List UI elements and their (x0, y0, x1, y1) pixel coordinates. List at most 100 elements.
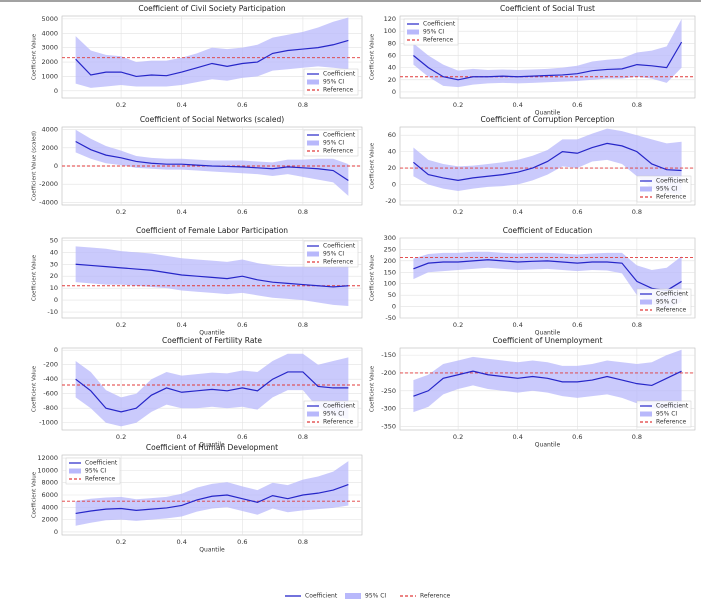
ci-band (413, 251, 682, 309)
legend-swatch (640, 411, 652, 417)
y-tick-label: 40 (388, 64, 396, 72)
y-tick-label: 20 (388, 164, 396, 172)
y-tick-label: 300 (384, 234, 396, 242)
coefficient-line (413, 370, 682, 397)
x-axis-label: Quantile (535, 330, 561, 337)
coefficient-line (75, 39, 349, 78)
panel-title: Coefficient of Female Labor Participatio… (136, 226, 288, 235)
y-tick-label: 20 (388, 76, 396, 84)
legend-swatch (640, 299, 652, 305)
y-tick-label: 10 (50, 284, 58, 292)
panel-title: Coefficient of Social Trust (500, 4, 595, 13)
y-tick-label: -2000 (39, 180, 58, 188)
legend-label: 95% CI (656, 186, 677, 193)
x-tick-label: 0.6 (572, 101, 582, 109)
x-tick-label: 0.4 (177, 538, 187, 546)
x-tick-label: 0.4 (177, 433, 187, 441)
legend-label: Coefficient (323, 403, 356, 410)
panel-title: Coefficient of Education (503, 226, 593, 235)
panel-title: Coefficient of Social Networks (scaled) (140, 115, 284, 124)
y-axis-label: Coefficient Value (370, 142, 376, 189)
legend-label: Reference (323, 148, 354, 155)
legend-label: Coefficient (323, 71, 356, 78)
panel-title: Coefficient of Fertility Rate (162, 336, 262, 345)
x-axis-label: Quantile (535, 110, 561, 117)
x-tick-label: 0.4 (513, 321, 523, 329)
x-tick-label: 0.2 (453, 321, 463, 329)
legend-label: Reference (323, 259, 354, 266)
y-tick-label: 12000 (37, 454, 58, 462)
figure-legend-swatch (345, 593, 361, 599)
y-tick-label: 2000 (41, 516, 58, 524)
coefficient-line (413, 259, 682, 292)
coefficient-line (75, 140, 349, 182)
x-tick-label: 0.6 (237, 101, 247, 109)
y-tick-label: 5000 (41, 15, 58, 23)
y-tick-label: 150 (384, 268, 396, 276)
y-tick-label: 0 (392, 180, 396, 188)
y-tick-label: 30 (50, 260, 58, 268)
y-tick-label: -350 (381, 422, 396, 430)
legend-label: 95% CI (323, 79, 344, 86)
y-tick-label: -4000 (39, 198, 58, 206)
y-tick-label: 0 (392, 88, 396, 96)
coefficient-line (413, 142, 682, 181)
y-tick-label: 50 (388, 291, 396, 299)
y-tick-label: 200 (384, 257, 396, 265)
y-tick-label: 120 (384, 15, 396, 23)
x-tick-label: 0.8 (298, 433, 308, 441)
x-tick-label: 0.2 (116, 538, 126, 546)
y-tick-label: 250 (384, 245, 396, 253)
legend-label: 95% CI (656, 411, 677, 418)
coefficient-line (413, 41, 683, 81)
panel-title: Coefficient of Human Development (146, 443, 278, 452)
legend-swatch (69, 468, 81, 474)
ci-band (75, 353, 349, 427)
x-tick-label: 0.2 (453, 101, 463, 109)
legend-label: 95% CI (656, 299, 677, 306)
legend-label: Reference (85, 476, 116, 483)
y-tick-label: 8000 (41, 479, 58, 487)
x-tick-label: 0.4 (513, 433, 523, 441)
y-tick-label: 40 (50, 248, 58, 256)
y-tick-label: 100 (384, 280, 396, 288)
legend-swatch (407, 29, 419, 35)
x-tick-label: 0.2 (453, 433, 463, 441)
legend-label: 95% CI (423, 29, 444, 36)
x-tick-label: 0.8 (298, 101, 308, 109)
y-tick-label: -400 (43, 375, 58, 383)
y-tick-label: 3000 (41, 44, 58, 52)
x-tick-label: 0.4 (513, 208, 523, 216)
legend-label: Reference (423, 37, 454, 44)
legend-box (303, 68, 359, 96)
x-tick-label: 0.8 (632, 101, 642, 109)
coefficient-line (75, 371, 349, 413)
y-tick-label: 10000 (37, 466, 58, 474)
y-tick-label: 0 (54, 528, 58, 536)
legend-label: 95% CI (323, 140, 344, 147)
legend-label: Coefficient (323, 243, 356, 250)
x-tick-label: 0.8 (298, 321, 308, 329)
figure-legend-label: Coefficient (305, 593, 338, 600)
y-axis-label: Coefficient Value (scaled) (32, 131, 38, 201)
y-tick-label: 2000 (41, 144, 58, 152)
legend-label: Reference (656, 307, 687, 314)
y-tick-label: -600 (43, 390, 58, 398)
y-tick-label: 20 (50, 272, 58, 280)
x-tick-label: 0.8 (298, 538, 308, 546)
x-tick-label: 0.4 (177, 321, 187, 329)
y-tick-label: 80 (388, 39, 396, 47)
legend-label: Reference (323, 87, 354, 94)
y-axis-label: Coefficient Value (370, 254, 376, 301)
coefficient-line (75, 483, 349, 515)
y-tick-label: 50 (50, 236, 58, 244)
legend-label: Reference (656, 419, 687, 426)
x-tick-label: 0.2 (453, 208, 463, 216)
legend-label: 95% CI (323, 411, 344, 418)
figure-legend-label: 95% CI (365, 593, 386, 600)
y-tick-label: 1000 (41, 72, 58, 80)
x-tick-label: 0.8 (632, 321, 642, 329)
y-tick-label: 4000 (41, 29, 58, 37)
x-tick-label: 0.6 (237, 433, 247, 441)
